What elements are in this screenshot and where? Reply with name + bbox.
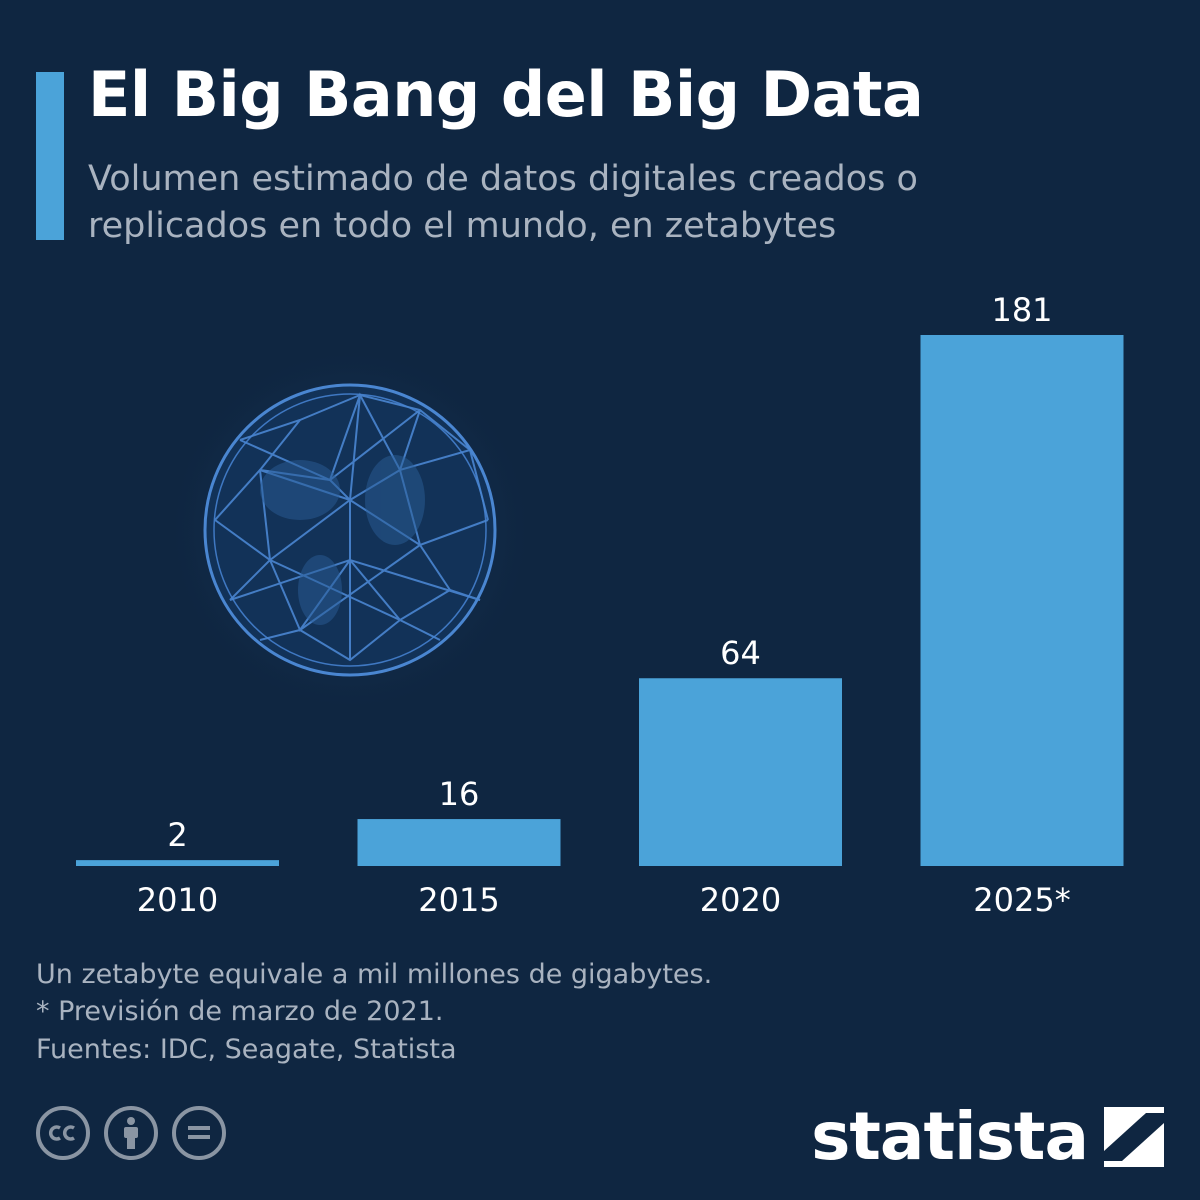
value-label: 2 — [167, 816, 187, 854]
bars-group — [76, 335, 1124, 866]
sources: Fuentes: IDC, Seagate, Statista — [36, 1034, 457, 1065]
page-subtitle: Volumen estimado de datos digitales crea… — [88, 159, 918, 246]
category-label: 2020 — [700, 881, 781, 919]
value-label: 16 — [439, 775, 480, 813]
attribution-icon[interactable] — [104, 1106, 158, 1160]
value-label: 64 — [720, 634, 761, 672]
footnote-zetabyte: Un zetabyte equivale a mil millones de g… — [36, 959, 713, 990]
value-label: 181 — [991, 291, 1052, 329]
footnote-forecast: * Previsión de marzo de 2021. — [36, 996, 444, 1027]
license-icons — [36, 1106, 226, 1160]
value-labels-group: 2 16 64 181 — [167, 291, 1052, 854]
bar-2025 — [920, 335, 1124, 866]
bar-chart: 2 16 64 181 2010 2015 2020 2025* — [76, 291, 1124, 919]
footnotes: Un zetabyte equivale a mil millones de g… — [36, 956, 712, 1030]
no-derivatives-icon[interactable] — [172, 1106, 226, 1160]
statista-brand[interactable]: statista — [811, 1098, 1164, 1175]
category-label: 2015 — [418, 881, 499, 919]
bar-2015 — [357, 819, 561, 866]
cc-icon[interactable] — [36, 1106, 90, 1160]
category-labels-group: 2010 2015 2020 2025* — [137, 881, 1071, 919]
accent-bar — [36, 72, 64, 240]
statista-logo-icon — [1104, 1106, 1164, 1167]
bar-2010 — [76, 860, 279, 866]
category-label: 2025* — [973, 881, 1070, 919]
category-label: 2010 — [137, 881, 218, 919]
bar-2020 — [639, 678, 842, 866]
globe-network-illustration — [165, 345, 535, 715]
brand-name: statista — [811, 1098, 1089, 1175]
page-title: El Big Bang del Big Data — [88, 58, 924, 131]
